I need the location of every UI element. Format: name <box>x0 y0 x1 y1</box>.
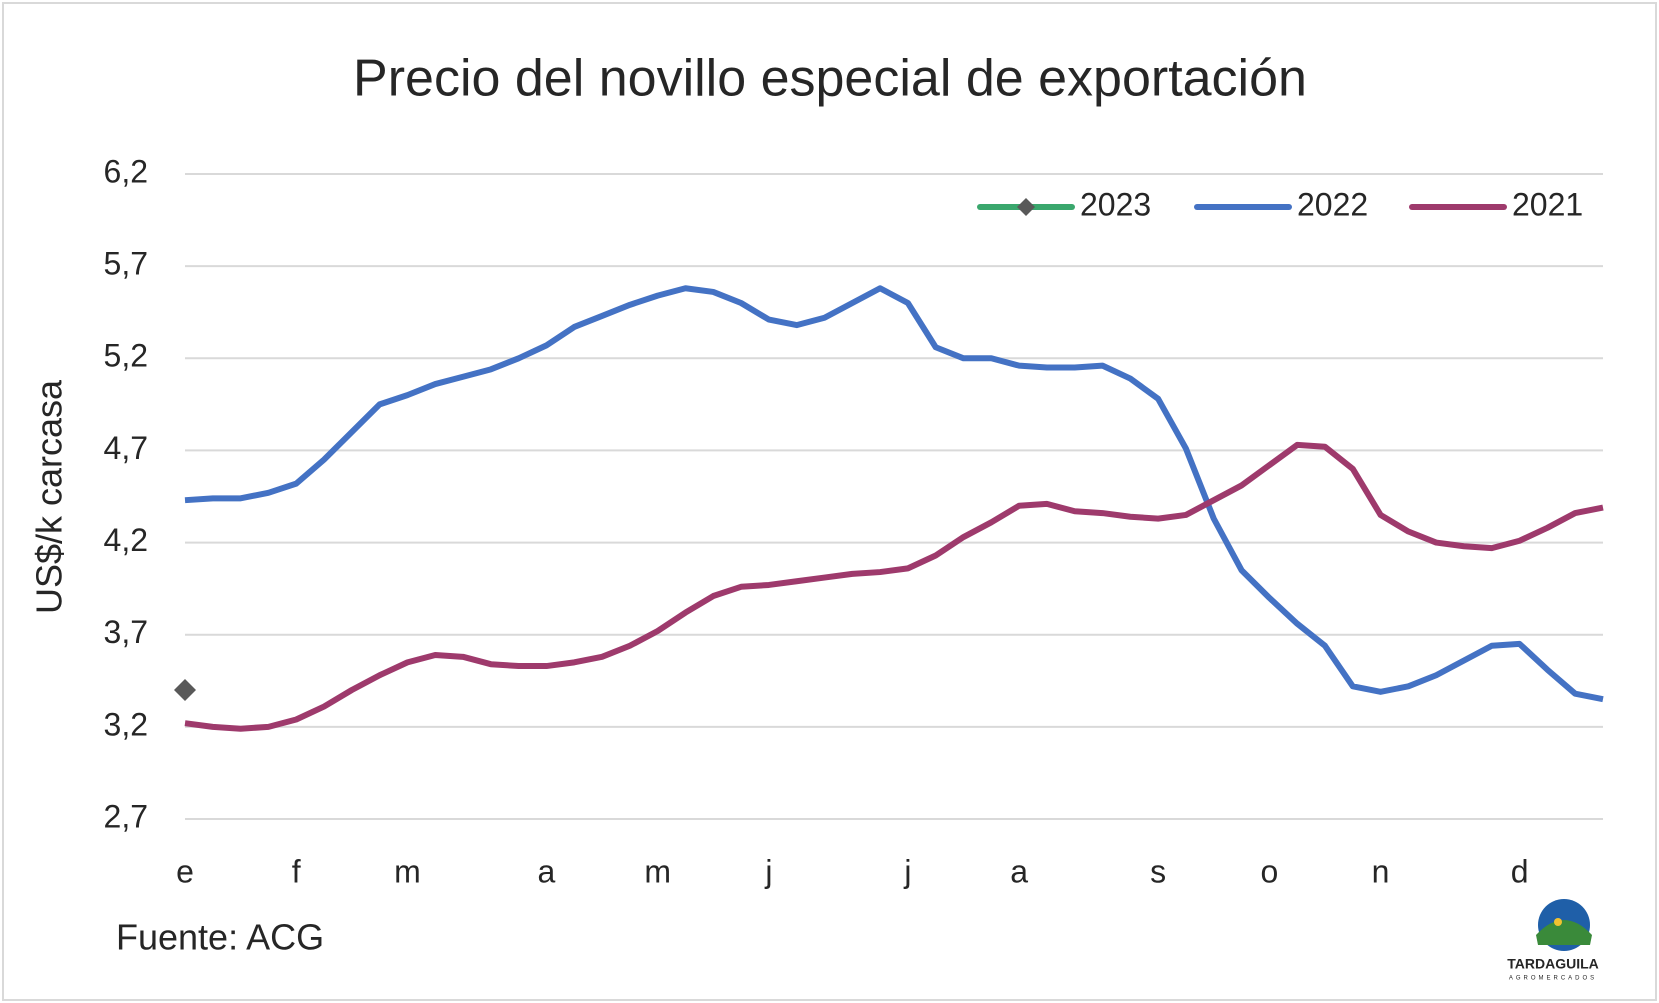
x-tick-label: a <box>1010 853 1028 889</box>
y-tick-label: 3,7 <box>104 614 148 650</box>
logo-text: TARDAGUILA <box>1507 956 1599 972</box>
source-note: Fuente: ACG <box>116 917 324 958</box>
logo-hill <box>1536 920 1592 945</box>
logo-sun <box>1554 918 1562 926</box>
y-tick-label: 4,2 <box>104 522 148 558</box>
logo-tagline: AGROMERCADOS <box>1509 976 1597 982</box>
y-tick-label: 5,7 <box>104 246 148 282</box>
y-tick-label: 5,2 <box>104 338 148 374</box>
chart-title: Precio del novillo especial de exportaci… <box>353 50 1307 108</box>
y-tick-label: 4,7 <box>104 430 148 466</box>
series-line <box>184 441 1604 732</box>
legend-label: 2022 <box>1297 186 1368 222</box>
y-tick-label: 3,2 <box>104 706 148 742</box>
y-tick-label: 6,2 <box>104 153 148 189</box>
x-tick-label: a <box>538 853 556 889</box>
legend-marker <box>1017 198 1035 216</box>
y-axis-title: US$/k carcasa <box>29 379 70 614</box>
legend-label: 2021 <box>1512 186 1583 222</box>
series-line <box>184 285 1604 703</box>
x-tick-label: j <box>764 853 772 889</box>
x-tick-label: s <box>1150 853 1166 889</box>
legend-label: 2023 <box>1080 186 1151 222</box>
x-tick-label: e <box>176 853 194 889</box>
x-tick-label: j <box>903 853 911 889</box>
x-tick-label: n <box>1372 853 1390 889</box>
x-tick-label: f <box>292 853 301 889</box>
x-tick-label: m <box>644 853 671 889</box>
x-tick-label: d <box>1511 853 1529 889</box>
logo: TARDAGUILA AGROMERCADOS <box>1507 899 1599 982</box>
y-tick-label: 2,7 <box>104 798 148 834</box>
x-tick-label: o <box>1260 853 1278 889</box>
data-point <box>174 679 196 701</box>
x-tick-label: m <box>394 853 421 889</box>
